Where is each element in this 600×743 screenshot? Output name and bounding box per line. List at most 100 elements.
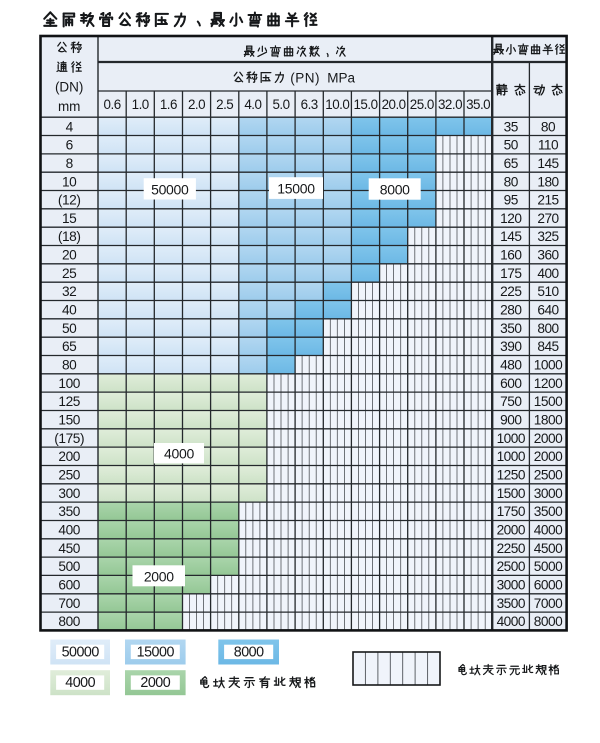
svg-text:350: 350 — [500, 321, 522, 336]
svg-text:1000: 1000 — [534, 358, 563, 373]
svg-text:110: 110 — [538, 138, 559, 153]
svg-text:20: 20 — [62, 248, 77, 263]
svg-text:200: 200 — [58, 449, 80, 464]
svg-text:360: 360 — [537, 248, 559, 263]
svg-text:800: 800 — [537, 321, 559, 336]
svg-text:(175): (175) — [54, 431, 84, 446]
svg-text:80: 80 — [541, 119, 556, 134]
svg-text:3000: 3000 — [497, 578, 526, 593]
svg-text:1200: 1200 — [534, 376, 563, 391]
svg-text:1000: 1000 — [497, 449, 526, 464]
svg-text:700: 700 — [58, 596, 80, 611]
svg-text:510: 510 — [537, 284, 559, 299]
svg-text:25: 25 — [62, 266, 77, 281]
svg-text:15000: 15000 — [137, 644, 175, 660]
svg-text:450: 450 — [58, 541, 80, 556]
svg-text:400: 400 — [58, 523, 80, 538]
svg-text:4500: 4500 — [534, 541, 563, 556]
svg-text:3500: 3500 — [534, 504, 563, 519]
svg-text:2000: 2000 — [534, 449, 563, 464]
svg-text:325: 325 — [537, 229, 559, 244]
svg-text:25.0: 25.0 — [410, 97, 434, 112]
svg-text:215: 215 — [537, 193, 559, 208]
svg-text:40: 40 — [62, 303, 77, 318]
svg-text:350: 350 — [58, 504, 80, 519]
svg-text:8000: 8000 — [534, 614, 563, 629]
svg-text:3000: 3000 — [534, 486, 563, 501]
svg-text:65: 65 — [504, 156, 519, 171]
svg-text:4000: 4000 — [164, 446, 194, 462]
svg-text:1.0: 1.0 — [132, 97, 149, 112]
svg-text:32.0: 32.0 — [438, 97, 462, 112]
svg-text:(18): (18) — [58, 229, 81, 244]
svg-text:1000: 1000 — [497, 431, 526, 446]
svg-text:150: 150 — [58, 413, 80, 428]
svg-text:10.0: 10.0 — [325, 97, 349, 112]
svg-text:4000: 4000 — [65, 675, 95, 691]
svg-text:600: 600 — [58, 578, 80, 593]
svg-text:145: 145 — [500, 229, 522, 244]
svg-text:15000: 15000 — [277, 181, 315, 197]
svg-text:20.0: 20.0 — [382, 97, 406, 112]
svg-text:1750: 1750 — [497, 504, 526, 519]
svg-text:50: 50 — [62, 321, 77, 336]
svg-text:160: 160 — [500, 248, 522, 263]
svg-text:1250: 1250 — [497, 468, 526, 483]
svg-text:270: 270 — [537, 211, 559, 226]
svg-text:2000: 2000 — [497, 523, 526, 538]
svg-text:145: 145 — [537, 156, 559, 171]
svg-text:15: 15 — [62, 211, 77, 226]
svg-text:5.0: 5.0 — [272, 97, 289, 112]
svg-text:500: 500 — [58, 559, 80, 574]
svg-text:mm: mm — [58, 99, 81, 114]
svg-text:4000: 4000 — [534, 523, 563, 538]
svg-text:300: 300 — [58, 486, 80, 501]
svg-text:600: 600 — [500, 376, 522, 391]
svg-text:(12): (12) — [58, 193, 81, 208]
svg-text:175: 175 — [500, 266, 522, 281]
svg-text:2000: 2000 — [140, 675, 170, 691]
svg-text:225: 225 — [500, 284, 522, 299]
svg-text:(DN): (DN) — [55, 80, 84, 95]
svg-text:1800: 1800 — [534, 413, 563, 428]
svg-text:250: 250 — [58, 468, 80, 483]
svg-text:15.0: 15.0 — [353, 97, 377, 112]
svg-text:2250: 2250 — [497, 541, 526, 556]
svg-text:2.5: 2.5 — [216, 97, 233, 112]
svg-text:32: 32 — [62, 284, 76, 299]
svg-text:MPa: MPa — [327, 70, 355, 85]
svg-text:845: 845 — [537, 339, 559, 354]
svg-text:390: 390 — [500, 339, 522, 354]
svg-text:10: 10 — [62, 174, 77, 189]
svg-text:1500: 1500 — [534, 394, 563, 409]
svg-text:480: 480 — [500, 358, 522, 373]
svg-text:6.3: 6.3 — [301, 97, 318, 112]
svg-text:35: 35 — [504, 119, 519, 134]
svg-text:5000: 5000 — [534, 559, 563, 574]
svg-text:100: 100 — [58, 376, 80, 391]
svg-text:2500: 2500 — [497, 559, 526, 574]
svg-text:1500: 1500 — [497, 486, 526, 501]
svg-text:2.0: 2.0 — [188, 97, 205, 112]
svg-text:6000: 6000 — [534, 578, 563, 593]
svg-text:0.6: 0.6 — [104, 97, 121, 112]
svg-text:750: 750 — [500, 394, 522, 409]
svg-text:800: 800 — [58, 614, 80, 629]
svg-text:8: 8 — [66, 156, 74, 171]
svg-text:2000: 2000 — [534, 431, 563, 446]
svg-text:4.0: 4.0 — [244, 97, 261, 112]
svg-text:400: 400 — [537, 266, 559, 281]
svg-text:80: 80 — [62, 358, 77, 373]
svg-text:180: 180 — [537, 174, 559, 189]
svg-text:80: 80 — [504, 174, 519, 189]
svg-text:6: 6 — [66, 138, 74, 153]
svg-text:35.0: 35.0 — [466, 97, 490, 112]
svg-text:2000: 2000 — [144, 568, 174, 584]
svg-text:1.6: 1.6 — [160, 97, 177, 112]
svg-text:4000: 4000 — [497, 614, 526, 629]
svg-text:120: 120 — [500, 211, 522, 226]
svg-text:125: 125 — [58, 394, 80, 409]
svg-text:8000: 8000 — [234, 644, 264, 660]
svg-text:640: 640 — [537, 303, 559, 318]
svg-text:4: 4 — [66, 119, 74, 134]
